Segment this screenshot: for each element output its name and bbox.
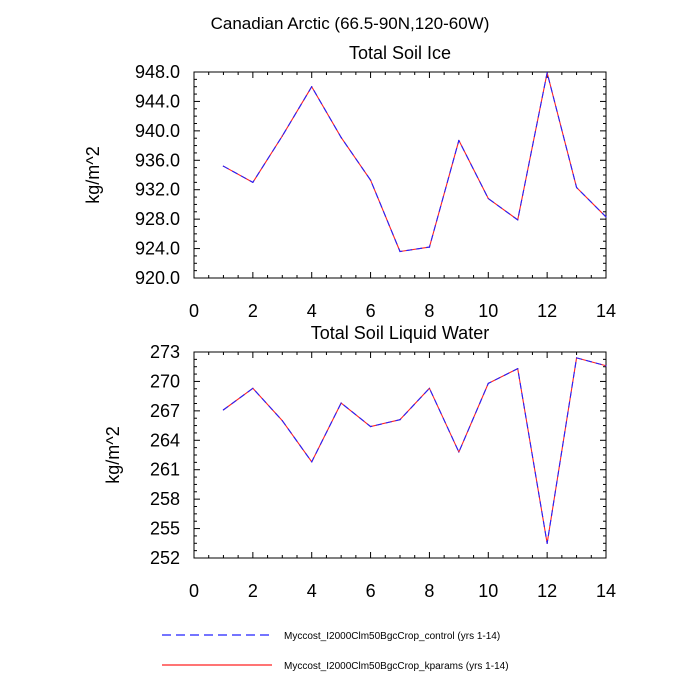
data-point xyxy=(311,86,313,88)
x-tick-label: 0 xyxy=(189,301,199,321)
x-tick-label: 10 xyxy=(478,301,498,321)
x-tick-label: 4 xyxy=(307,301,317,321)
y-tick-label: 928.0 xyxy=(135,209,180,229)
data-point xyxy=(546,72,548,74)
y-tick-label: 936.0 xyxy=(135,150,180,170)
x-tick-label: 14 xyxy=(596,581,616,601)
data-point xyxy=(281,135,283,137)
y-tick-label: 932.0 xyxy=(135,180,180,200)
data-point xyxy=(458,451,460,453)
y-tick-label: 267 xyxy=(150,401,180,421)
data-point xyxy=(340,402,342,404)
x-tick-label: 2 xyxy=(248,301,258,321)
x-tick-label: 4 xyxy=(307,581,317,601)
y-tick-label: 258 xyxy=(150,489,180,509)
y-tick-label: 924.0 xyxy=(135,239,180,259)
x-tick-label: 8 xyxy=(424,581,434,601)
y-tick-label: 264 xyxy=(150,430,180,450)
y-tick-label: 940.0 xyxy=(135,121,180,141)
y-tick-label: 252 xyxy=(150,548,180,568)
data-point xyxy=(517,219,519,221)
data-point xyxy=(399,250,401,253)
y-tick-label: 944.0 xyxy=(135,91,180,111)
data-point xyxy=(428,246,431,248)
data-point xyxy=(605,365,607,367)
figure-title: Canadian Arctic (66.5-90N,120-60W) xyxy=(211,14,490,33)
data-point xyxy=(487,382,489,384)
x-tick-label: 6 xyxy=(366,301,376,321)
legend-label-kparams: Myccost_I2000Clm50BgcCrop_kparams (yrs 1… xyxy=(284,661,509,672)
y-tick-label: 920.0 xyxy=(135,268,180,288)
x-tick-label: 8 xyxy=(424,301,434,321)
x-tick-label: 12 xyxy=(537,301,557,321)
y-axis-label: kg/m^2 xyxy=(83,146,103,203)
data-point xyxy=(222,409,225,411)
series-line-control xyxy=(223,357,607,544)
y-tick-label: 273 xyxy=(150,342,180,362)
data-point xyxy=(399,419,401,421)
legend: Myccost_I2000Clm50BgcCrop_control (yrs 1… xyxy=(162,631,509,672)
x-tick-label: 0 xyxy=(189,581,199,601)
data-point xyxy=(517,368,519,370)
x-tick-label: 2 xyxy=(248,581,258,601)
plot-frame xyxy=(193,71,607,279)
panel-total-soil-ice: 0 2 4 6 8 10 12 14 920.0 924.0 928.0 932.0 936.0 940.… xyxy=(83,43,616,321)
data-point xyxy=(281,420,283,422)
panel-title: Total Soil Liquid Water xyxy=(311,323,489,343)
x-tick-label: 10 xyxy=(478,581,498,601)
y-tick-label: 948.0 xyxy=(135,62,180,82)
data-point xyxy=(369,425,372,428)
x-tick-label: 6 xyxy=(366,581,376,601)
data-point xyxy=(428,387,431,389)
data-point xyxy=(458,139,460,142)
y-tick-label: 261 xyxy=(150,460,180,480)
data-point xyxy=(546,542,548,544)
x-tick-label: 12 xyxy=(537,581,557,601)
series-line-kparams xyxy=(223,357,607,544)
x-tick-label: 14 xyxy=(596,301,616,321)
y-tick-label: 270 xyxy=(150,371,180,391)
data-point xyxy=(222,165,225,167)
data-point xyxy=(575,186,578,189)
panel-total-soil-liquid-water: 0 2 4 6 8 10 12 14 252 255 258 261 264 267 270 273 Total… xyxy=(103,323,616,601)
data-point xyxy=(340,136,342,139)
data-point xyxy=(369,179,372,181)
y-tick-label: 255 xyxy=(150,519,180,539)
legend-label-control: Myccost_I2000Clm50BgcCrop_control (yrs 1… xyxy=(284,631,500,642)
data-point xyxy=(575,357,578,359)
data-point xyxy=(311,461,313,463)
series-line-control xyxy=(223,72,607,253)
data-point xyxy=(252,181,254,183)
data-point xyxy=(252,387,254,389)
data-point xyxy=(487,197,489,200)
series-line-kparams xyxy=(223,72,607,253)
data-point xyxy=(605,216,607,218)
y-axis-label: kg/m^2 xyxy=(103,426,123,483)
panel-title: Total Soil Ice xyxy=(349,43,451,63)
